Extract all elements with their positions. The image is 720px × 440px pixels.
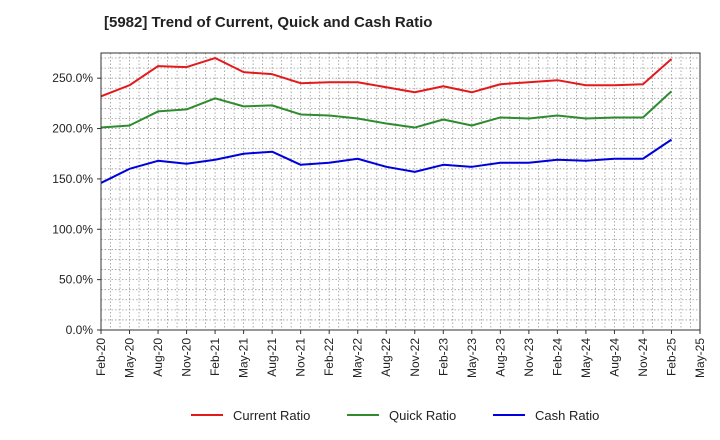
x-tick-label: Nov-23 xyxy=(522,338,536,377)
legend: Current Ratio Quick Ratio Cash Ratio xyxy=(191,408,599,423)
x-tick-label: May-24 xyxy=(579,338,593,378)
y-axis-ticks: 0.0% 50.0% 100.0% 150.0% 200.0% 250.0% xyxy=(52,71,101,337)
quick-ratio-line xyxy=(100,90,673,129)
x-tick-label: May-22 xyxy=(351,338,365,378)
x-tick-label: Feb-21 xyxy=(208,338,222,376)
x-tick-label: Nov-21 xyxy=(294,338,308,377)
y-tick-label: 0.0% xyxy=(66,323,94,337)
x-axis-ticks: Feb-20 May-20 Aug-20 Nov-20 Feb-21 May-21 Aug-… xyxy=(94,330,707,378)
y-tick-label: 50.0% xyxy=(59,273,93,287)
chart-title: [5982] Trend of Current, Quick and Cash … xyxy=(104,14,433,31)
legend-label-quick-ratio: Quick Ratio xyxy=(389,408,456,423)
x-tick-label: Aug-20 xyxy=(151,338,165,377)
legend-label-current-ratio: Current Ratio xyxy=(233,408,310,423)
series-lines xyxy=(100,57,673,184)
plot-frame xyxy=(100,52,701,331)
x-tick-label: Nov-22 xyxy=(408,338,422,377)
current-ratio-line xyxy=(100,57,673,98)
x-tick-label: Feb-22 xyxy=(322,338,336,376)
x-tick-label: May-23 xyxy=(465,338,479,378)
y-tick-label: 250.0% xyxy=(52,71,93,85)
x-tick-label: May-20 xyxy=(123,338,137,378)
x-tick-label: May-25 xyxy=(693,338,707,378)
x-tick-label: Aug-21 xyxy=(265,338,279,377)
y-tick-label: 200.0% xyxy=(52,122,93,136)
y-tick-label: 100.0% xyxy=(52,222,93,236)
x-tick-label: Nov-20 xyxy=(180,338,194,377)
y-tick-label: 150.0% xyxy=(52,172,93,186)
x-tick-label: May-21 xyxy=(237,338,251,378)
x-tick-label: Aug-24 xyxy=(607,338,621,377)
x-tick-label: Aug-23 xyxy=(493,338,507,377)
gridlines xyxy=(100,53,701,331)
legend-label-cash-ratio: Cash Ratio xyxy=(535,408,599,423)
cash-ratio-line xyxy=(100,138,673,184)
x-tick-label: Feb-23 xyxy=(436,338,450,376)
x-tick-label: Feb-20 xyxy=(94,338,108,376)
x-tick-label: Aug-22 xyxy=(379,338,393,377)
x-tick-label: Feb-25 xyxy=(664,338,678,376)
x-tick-label: Nov-24 xyxy=(636,338,650,377)
x-tick-label: Feb-24 xyxy=(550,338,564,376)
